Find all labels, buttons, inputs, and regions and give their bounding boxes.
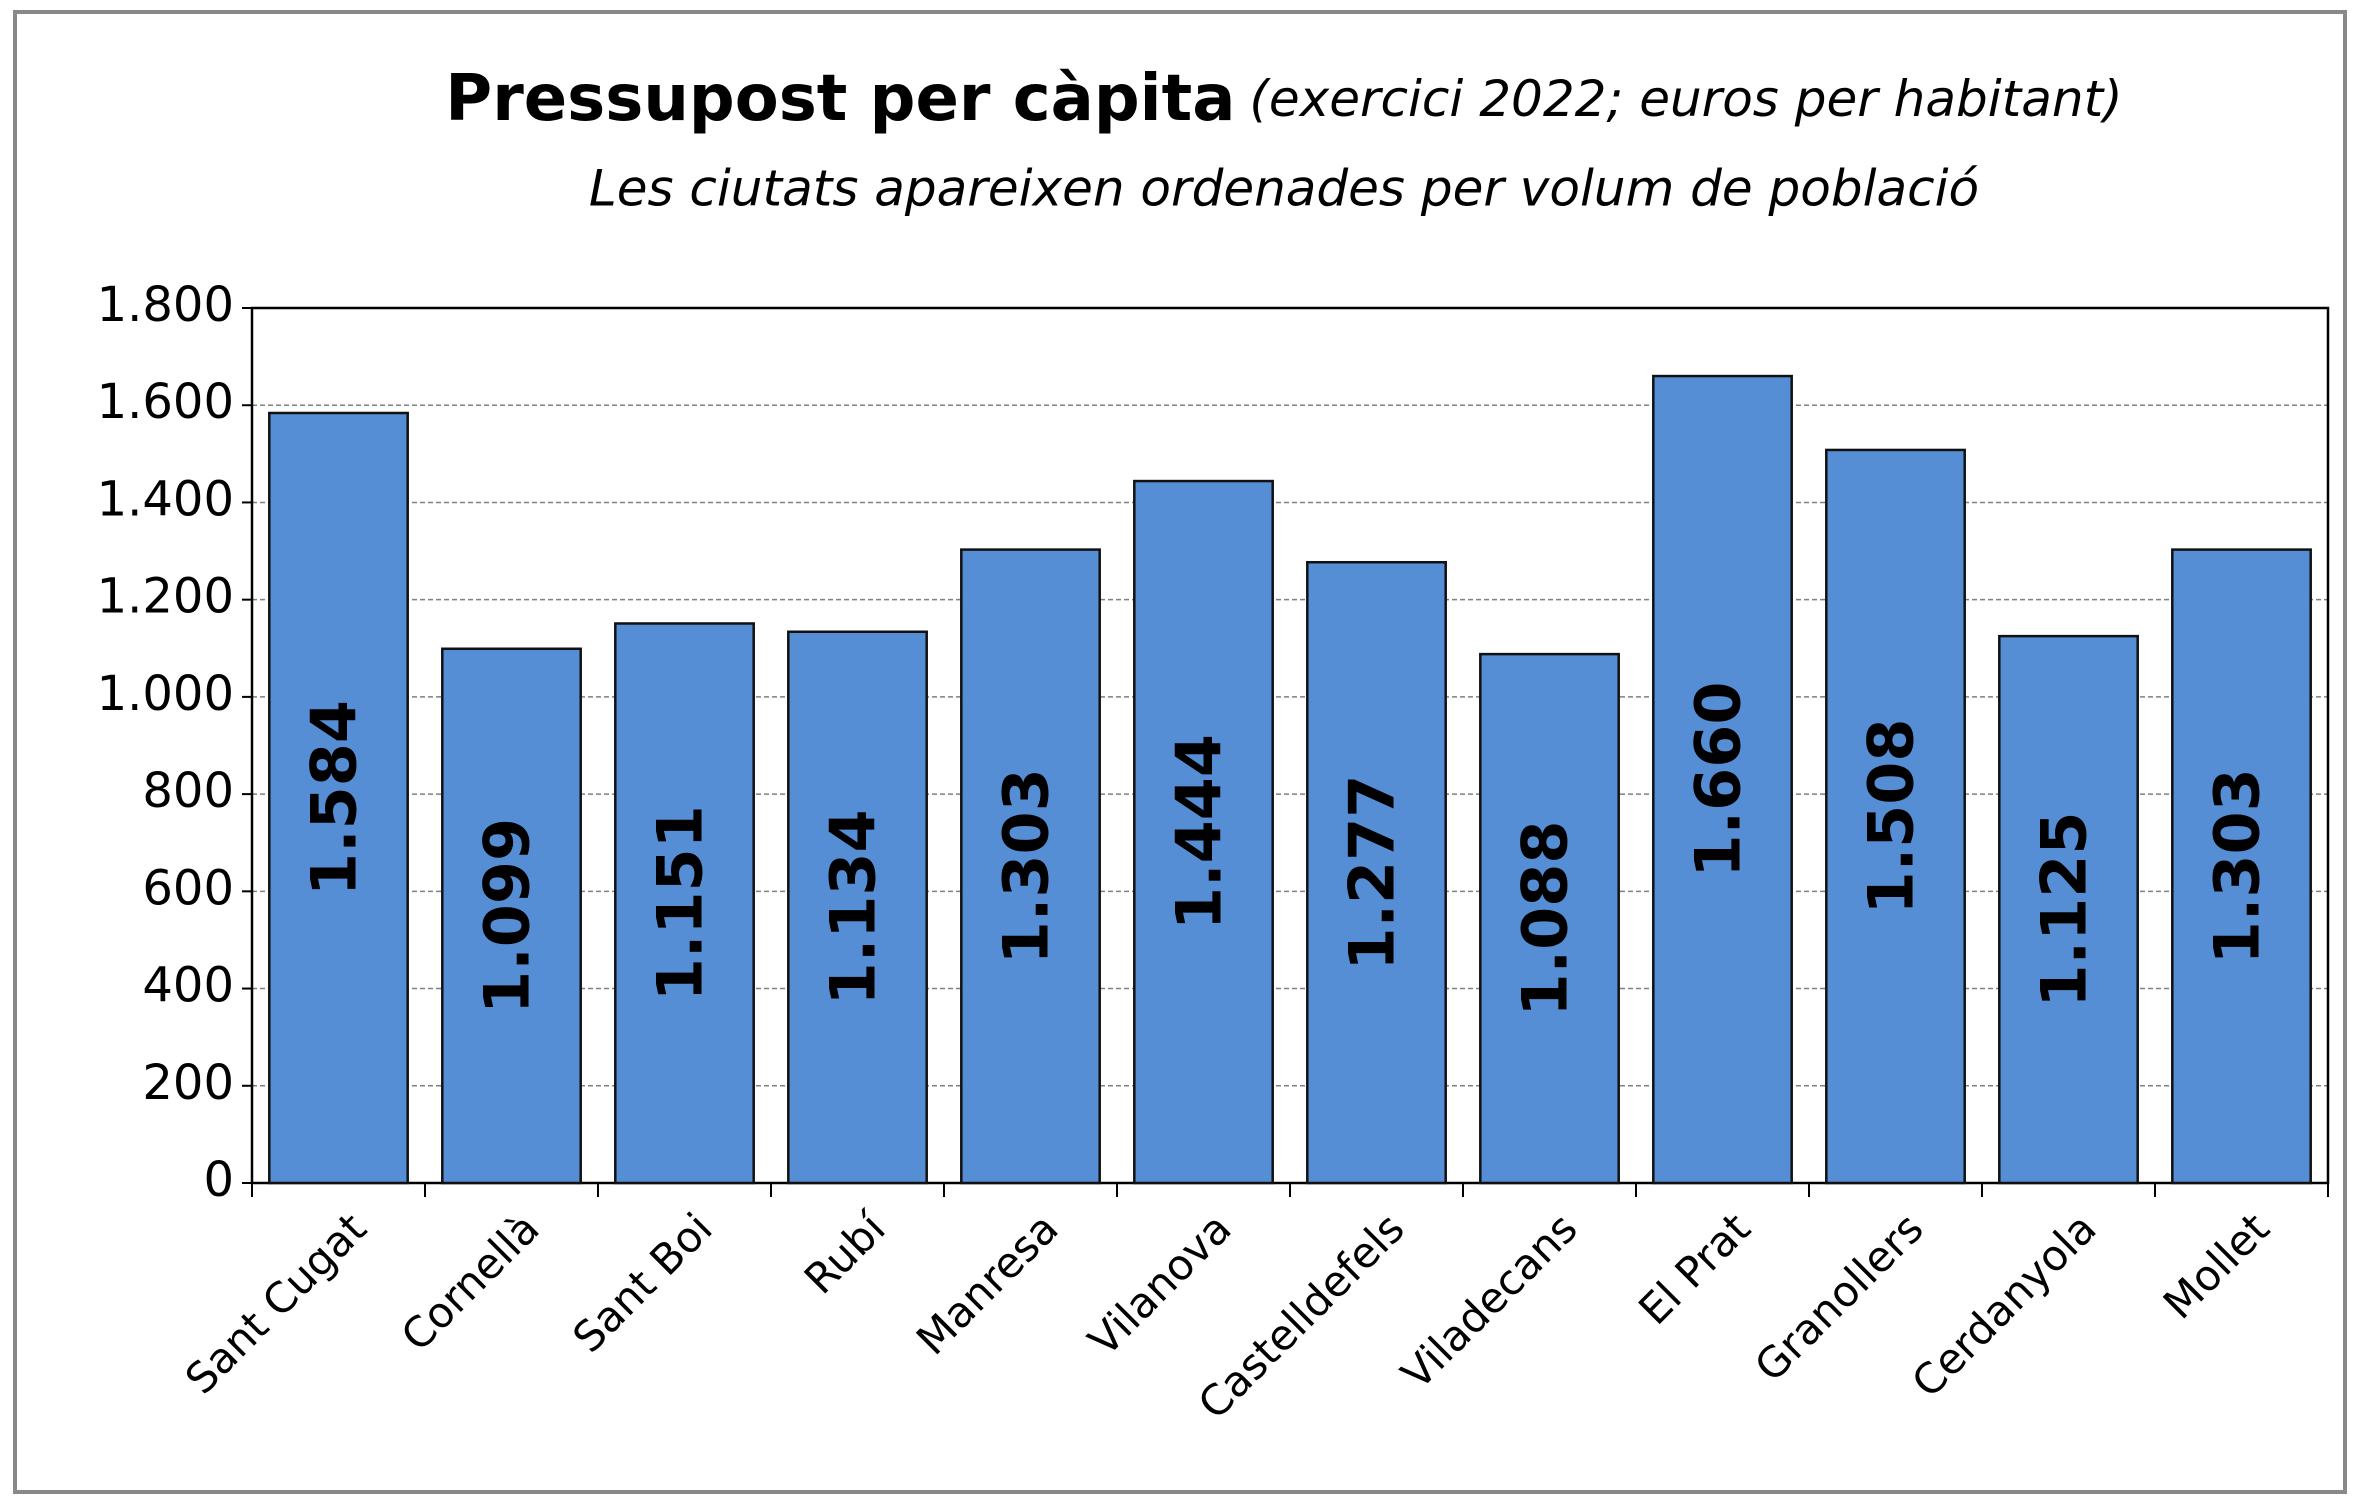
bar — [2171, 548, 2312, 1185]
bar — [1998, 634, 2139, 1185]
value-label: 1.660 — [1682, 681, 1755, 877]
chart-title: Pressupost per càpita (exercici 2022; eur… — [445, 62, 2122, 136]
value-label: 1.099 — [471, 818, 544, 1014]
value-label: 1.508 — [1855, 718, 1928, 914]
chart-subtitle: Les ciutats apareixen ordenades per volu… — [589, 160, 1979, 218]
title-main: Pressupost per càpita — [445, 62, 1235, 136]
value-label: 1.125 — [2028, 812, 2101, 1008]
value-label: 1.303 — [2201, 768, 2274, 964]
bar — [1133, 479, 1274, 1185]
y-tick-label: 1.000 — [97, 666, 234, 722]
y-tick-label: 600 — [142, 860, 234, 916]
bar — [268, 411, 409, 1185]
y-tick-label: 1.400 — [97, 471, 234, 527]
value-label: 1.277 — [1336, 775, 1409, 971]
y-tick-label: 1.600 — [97, 374, 234, 430]
y-tick-label: 0 — [203, 1152, 234, 1208]
bar — [1652, 374, 1793, 1185]
bar — [1825, 448, 1966, 1185]
value-label: 1.584 — [298, 700, 371, 896]
bar — [960, 548, 1101, 1185]
y-tick-label: 400 — [142, 958, 234, 1014]
title-note: (exercici 2022; euros per habitant) — [1249, 70, 2122, 128]
value-label: 1.444 — [1163, 734, 1236, 930]
y-tick-label: 800 — [142, 763, 234, 819]
value-label: 1.303 — [990, 768, 1063, 964]
bar — [441, 647, 582, 1185]
bar — [1479, 652, 1620, 1185]
y-tick-label: 1.200 — [97, 569, 234, 625]
bar — [1306, 560, 1447, 1185]
value-label: 1.151 — [644, 805, 717, 1001]
y-tick-label: 200 — [142, 1055, 234, 1111]
y-tick-label: 1.800 — [97, 277, 234, 333]
bar — [787, 630, 928, 1185]
value-label: 1.134 — [817, 809, 890, 1005]
value-label: 1.088 — [1509, 820, 1582, 1016]
bar — [614, 622, 755, 1185]
